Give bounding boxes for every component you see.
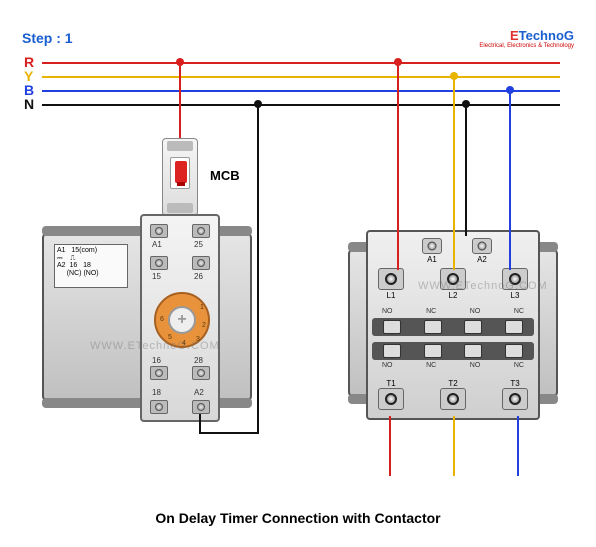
cont-label-A1: A1 xyxy=(422,255,442,264)
phase-label-N: N xyxy=(24,96,34,112)
timer-term-15 xyxy=(150,256,168,270)
bus-N xyxy=(42,104,560,106)
bus-B xyxy=(42,90,560,92)
cont-aux-bot-bar xyxy=(372,342,534,360)
aux-t3: NC xyxy=(514,308,524,315)
mcb xyxy=(162,138,198,216)
timer-label-15: 15 xyxy=(152,272,161,281)
aux-b1: NC xyxy=(426,362,436,369)
wire-R-to-mcb xyxy=(179,62,181,138)
timer-body: A1 25 15 26 + 6 5 4 3 2 1 16 28 18 A2 xyxy=(140,214,220,422)
timer-knob: + xyxy=(168,306,196,334)
cont-aux-top-bar xyxy=(372,318,534,336)
w-T1 xyxy=(389,416,391,476)
timer-term-25 xyxy=(192,224,210,238)
w-N-3 xyxy=(199,414,201,434)
aux-t2: NO xyxy=(470,308,481,315)
aux-b2: NO xyxy=(470,362,481,369)
watermark-contactor: WWW.ETechnoG.COM xyxy=(418,280,548,292)
cont-term-T3 xyxy=(502,388,528,410)
logo: ETechnoG xyxy=(510,28,574,43)
w-N-1 xyxy=(257,104,259,434)
w-T2 xyxy=(453,416,455,476)
diagram-canvas: Step : 1 ETechnoG Electrical, Electronic… xyxy=(0,0,596,547)
timer-label-16: 16 xyxy=(152,356,161,365)
aux-t1: NC xyxy=(426,308,436,315)
bus-Y xyxy=(42,76,560,78)
timer-label-25: 25 xyxy=(194,240,203,249)
cont-term-A2 xyxy=(472,238,492,254)
cont-label-A2: A2 xyxy=(472,255,492,264)
cont-label-L2: L2 xyxy=(440,291,466,300)
w-N-A2 xyxy=(465,104,467,236)
cont-term-A1 xyxy=(422,238,442,254)
cont-term-T2 xyxy=(440,388,466,410)
cont-label-T2: T2 xyxy=(440,379,466,388)
step-label: Step : 1 xyxy=(22,30,73,46)
mcb-label: MCB xyxy=(210,168,240,183)
cont-term-L1 xyxy=(378,268,404,290)
timer-term-26 xyxy=(192,256,210,270)
cont-label-T1: T1 xyxy=(378,379,404,388)
aux-b0: NO xyxy=(382,362,393,369)
aux-b3: NC xyxy=(514,362,524,369)
cont-term-T1 xyxy=(378,388,404,410)
timer-label-18: 18 xyxy=(152,388,161,397)
caption: On Delay Timer Connection with Contactor xyxy=(0,510,596,526)
logo-subtitle: Electrical, Electronics & Technology xyxy=(479,43,574,49)
bus-R xyxy=(42,62,560,64)
w-N-2 xyxy=(200,432,259,434)
timer-term-18 xyxy=(150,400,168,414)
cont-label-L3: L3 xyxy=(502,291,528,300)
aux-t0: NO xyxy=(382,308,393,315)
watermark-timer: WWW.ETechnoG.COM xyxy=(90,340,220,352)
timer-label-A1: A1 xyxy=(152,240,162,249)
timer-term-28 xyxy=(192,366,210,380)
cont-label-T3: T3 xyxy=(502,379,528,388)
timer-schematic: A1 15(com) ⎓ ⎍ A2 16 18 (NC) (NO) xyxy=(54,244,128,288)
timer-term-16 xyxy=(150,366,168,380)
timer-term-A1 xyxy=(150,224,168,238)
timer-label-26: 26 xyxy=(194,272,203,281)
w-Y-L2 xyxy=(453,76,455,270)
timer-term-A2 xyxy=(192,400,210,414)
cont-label-L1: L1 xyxy=(378,291,404,300)
w-B-L3 xyxy=(509,90,511,270)
w-T3 xyxy=(517,416,519,476)
timer-label-28: 28 xyxy=(194,356,203,365)
w-R-L1 xyxy=(397,62,399,270)
timer-label-A2: A2 xyxy=(194,388,204,397)
